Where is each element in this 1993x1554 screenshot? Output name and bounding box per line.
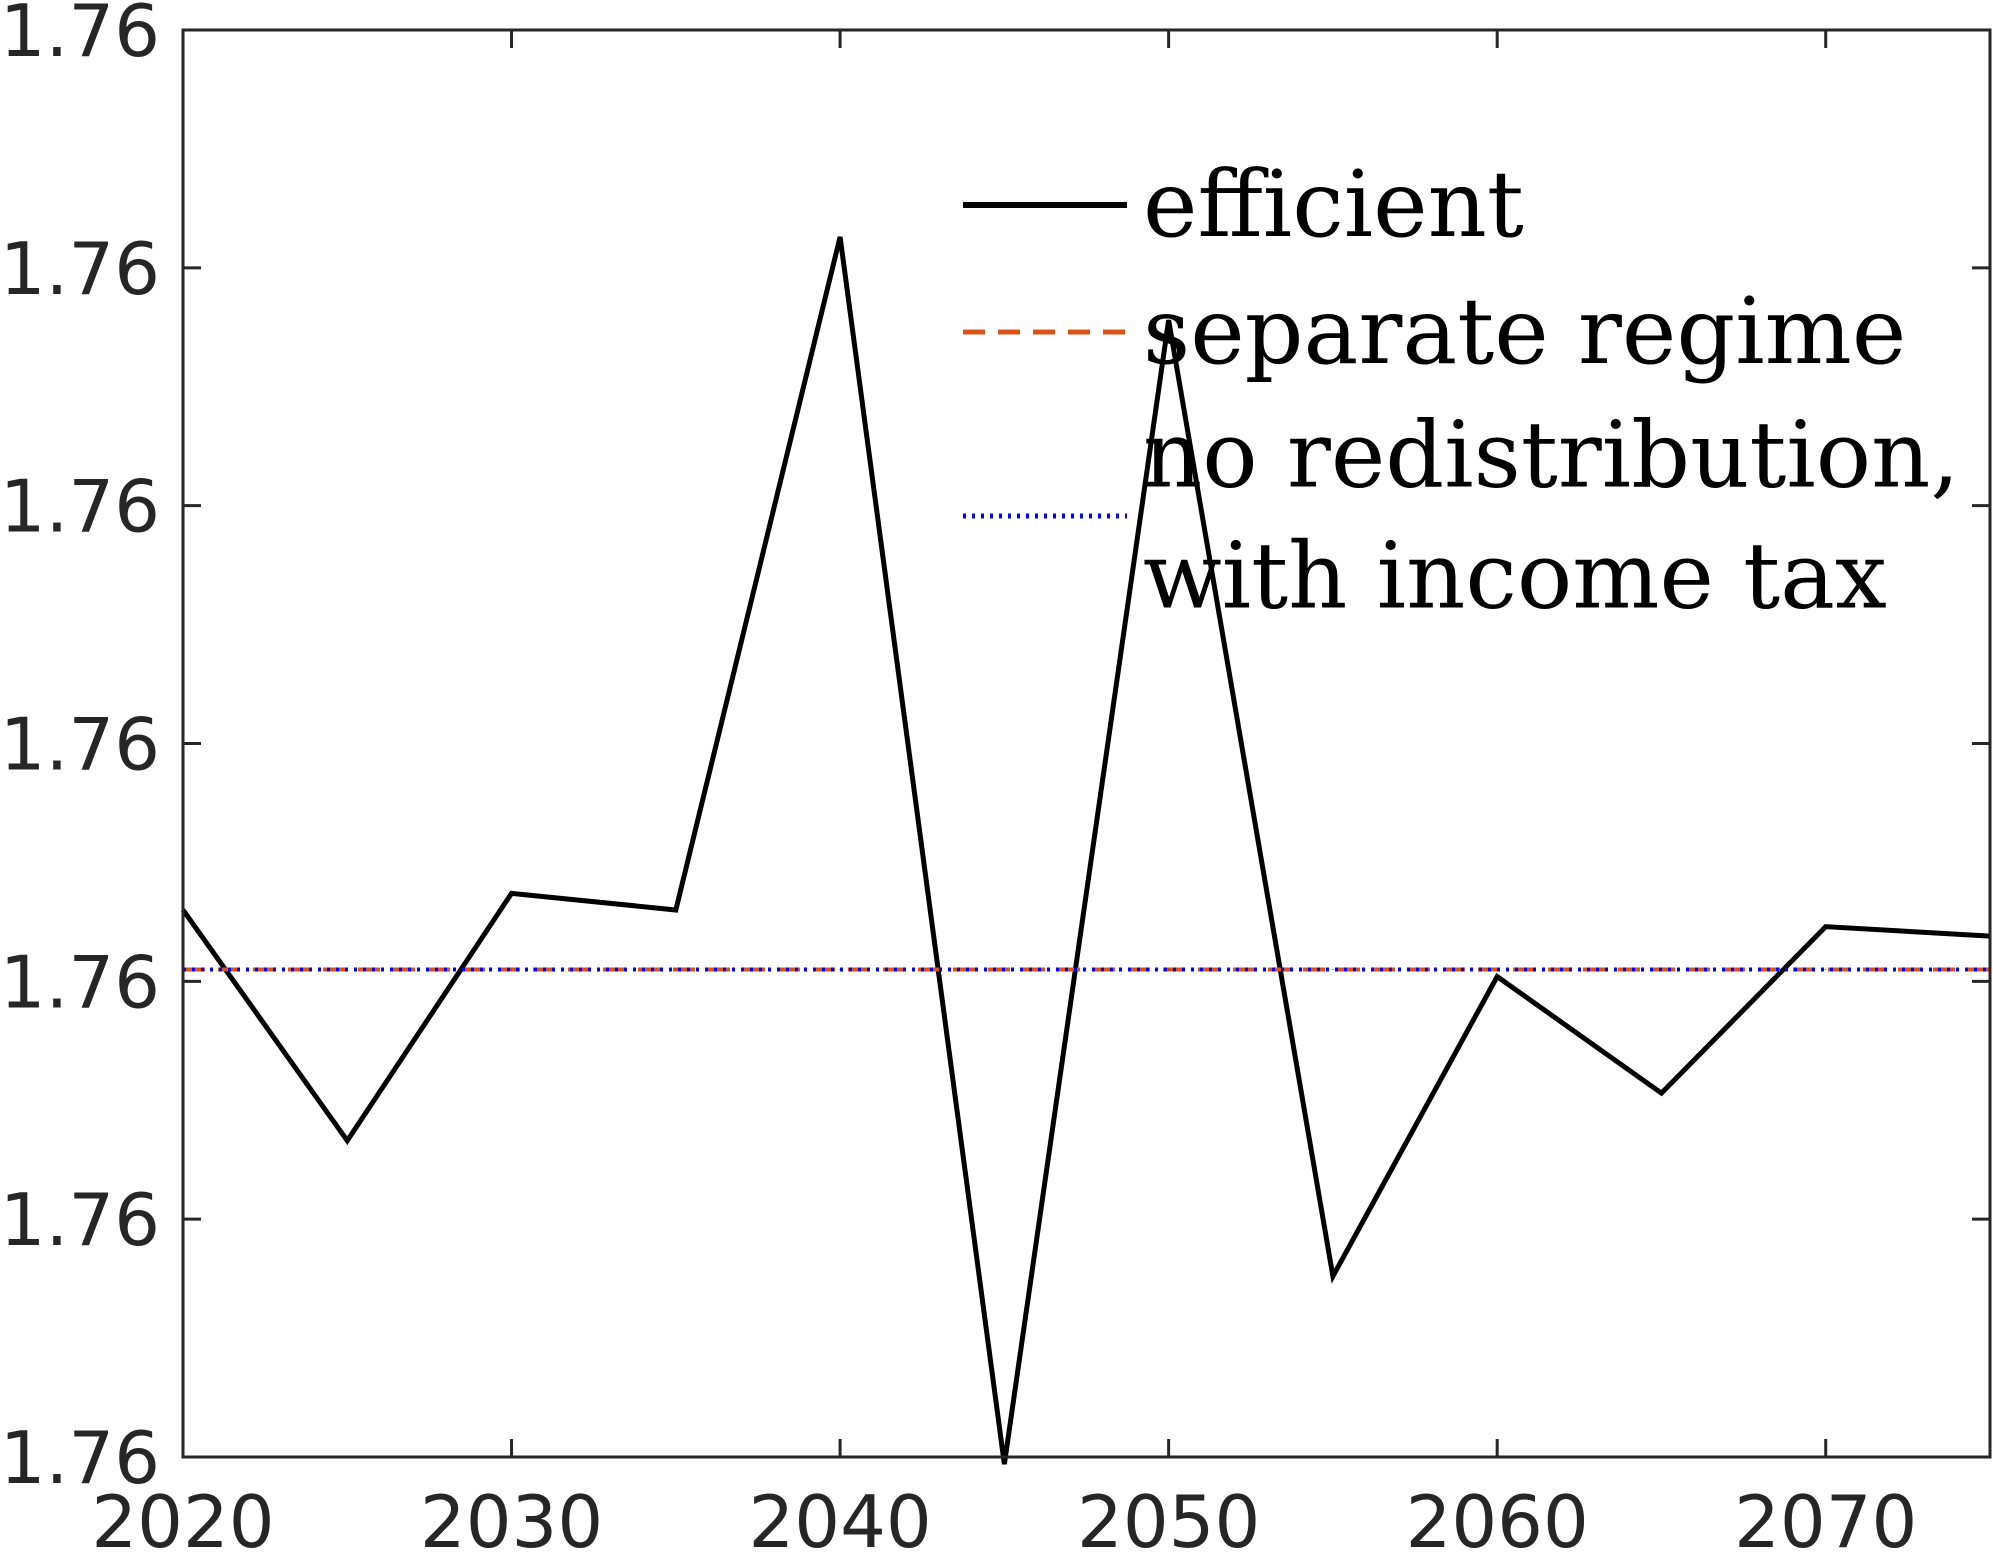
x-tick-label: 2070 [1734, 1480, 1917, 1554]
data-point-2-1 [346, 968, 348, 970]
y-tick-label: 1.76 [0, 0, 160, 73]
data-point-0-9 [1660, 1092, 1662, 1094]
series-line-0 [180, 236, 1991, 1465]
x-tick-label: 2060 [1406, 1480, 1589, 1554]
data-point-0-10 [1825, 926, 1827, 928]
data-point-0-6 [1168, 319, 1170, 321]
y-tick-label: 1.76 [0, 940, 160, 1024]
x-tick-label: 2050 [1077, 1480, 1260, 1554]
data-point-0-7 [1332, 1275, 1334, 1277]
data-point-0-3 [675, 909, 677, 911]
data-point-2-5 [1003, 968, 1005, 970]
data-point-2-9 [1660, 968, 1662, 970]
legend-label-1: separate regime [1143, 278, 1906, 385]
data-point-0-1 [346, 1140, 348, 1142]
data-point-2-7 [1332, 968, 1334, 970]
x-axis-tick-labels: 2020 2030 2040 2050 2060 2070 [91, 1480, 1917, 1554]
legend-label-2: no redistribution, with income tax [1143, 402, 1960, 630]
x-tick-label: 2030 [420, 1480, 603, 1554]
x-tick-label: 2020 [91, 1480, 274, 1554]
data-point-2-4 [839, 968, 841, 970]
data-point-2-8 [1496, 968, 1498, 970]
plot-area-frame [181, 28, 1992, 1459]
y-tick-label: 1.76 [0, 1178, 160, 1262]
y-tick-label: 1.76 [0, 1416, 160, 1500]
data-point-2-3 [675, 968, 677, 970]
data-point-2-2 [511, 968, 513, 970]
y-tick-label: 1.76 [0, 227, 160, 311]
data-point-0-2 [511, 892, 513, 894]
data-point-2-10 [1825, 968, 1827, 970]
legend: efficient separate regime no redistributio… [963, 151, 1960, 630]
x-tick-label: 2040 [748, 1480, 931, 1554]
y-tick-label: 1.76 [0, 703, 160, 787]
data-point-0-4 [839, 236, 841, 238]
y-axis-tick-labels: 1.76 1.76 1.76 1.76 1.76 1.76 1.76 [0, 0, 160, 1500]
data-point-0-8 [1496, 976, 1498, 978]
data-point-2-6 [1168, 968, 1170, 970]
tick-marks [181, 28, 1990, 1459]
data-point-0-5 [1003, 1463, 1005, 1465]
y-tick-label: 1.76 [0, 465, 160, 549]
legend-label-0: efficient [1143, 151, 1524, 258]
